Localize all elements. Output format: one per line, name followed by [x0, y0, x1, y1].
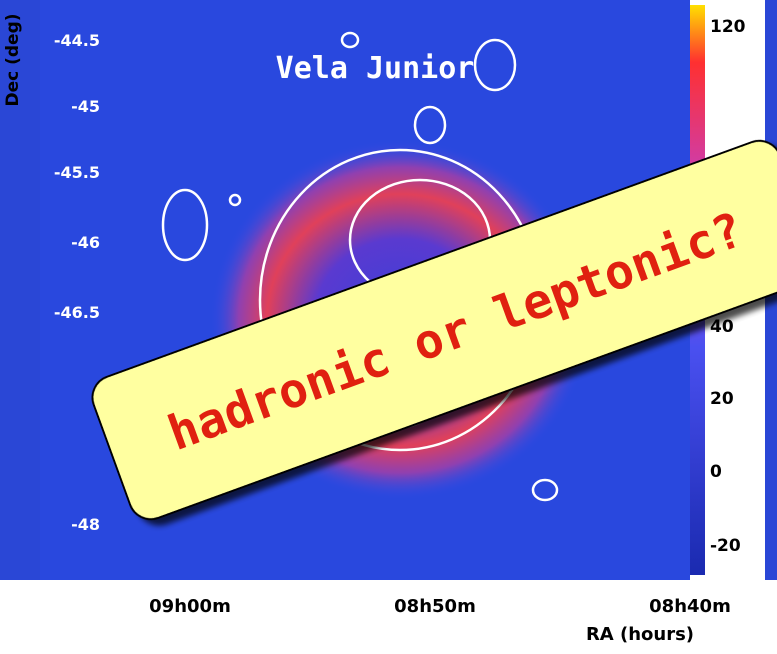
y-tick-label: -45.5 — [54, 163, 100, 182]
colorbar-tick-label: 0 — [710, 462, 722, 482]
x-tick-label: 08h40m — [649, 596, 731, 617]
colorbar-tick-label: -20 — [710, 536, 741, 556]
y-axis-label: Dec (deg) — [3, 13, 23, 106]
map-title: Vela Junior — [276, 51, 475, 86]
y-tick-label: -46.5 — [54, 303, 100, 322]
x-ticks: 09h00m 08h50m 08h40m — [149, 596, 731, 617]
y-tick-label: -45 — [71, 97, 100, 116]
left-panel — [0, 0, 40, 580]
x-tick-label: 08h50m — [394, 596, 476, 617]
colorbar-tick-label: 120 — [710, 17, 746, 37]
colorbar-tick-label: 40 — [710, 317, 734, 337]
y-ticks: -44.5 -45 -45.5 -46 -46.5 -48 — [54, 31, 100, 534]
x-axis-label: RA (hours) — [586, 624, 694, 645]
x-tick-label: 09h00m — [149, 596, 231, 617]
y-tick-label: -44.5 — [54, 31, 100, 50]
callout-box — [91, 139, 777, 521]
y-tick-label: -46 — [71, 233, 100, 252]
colorbar-tick-label: 20 — [710, 389, 734, 409]
y-tick-label: -48 — [71, 515, 100, 534]
